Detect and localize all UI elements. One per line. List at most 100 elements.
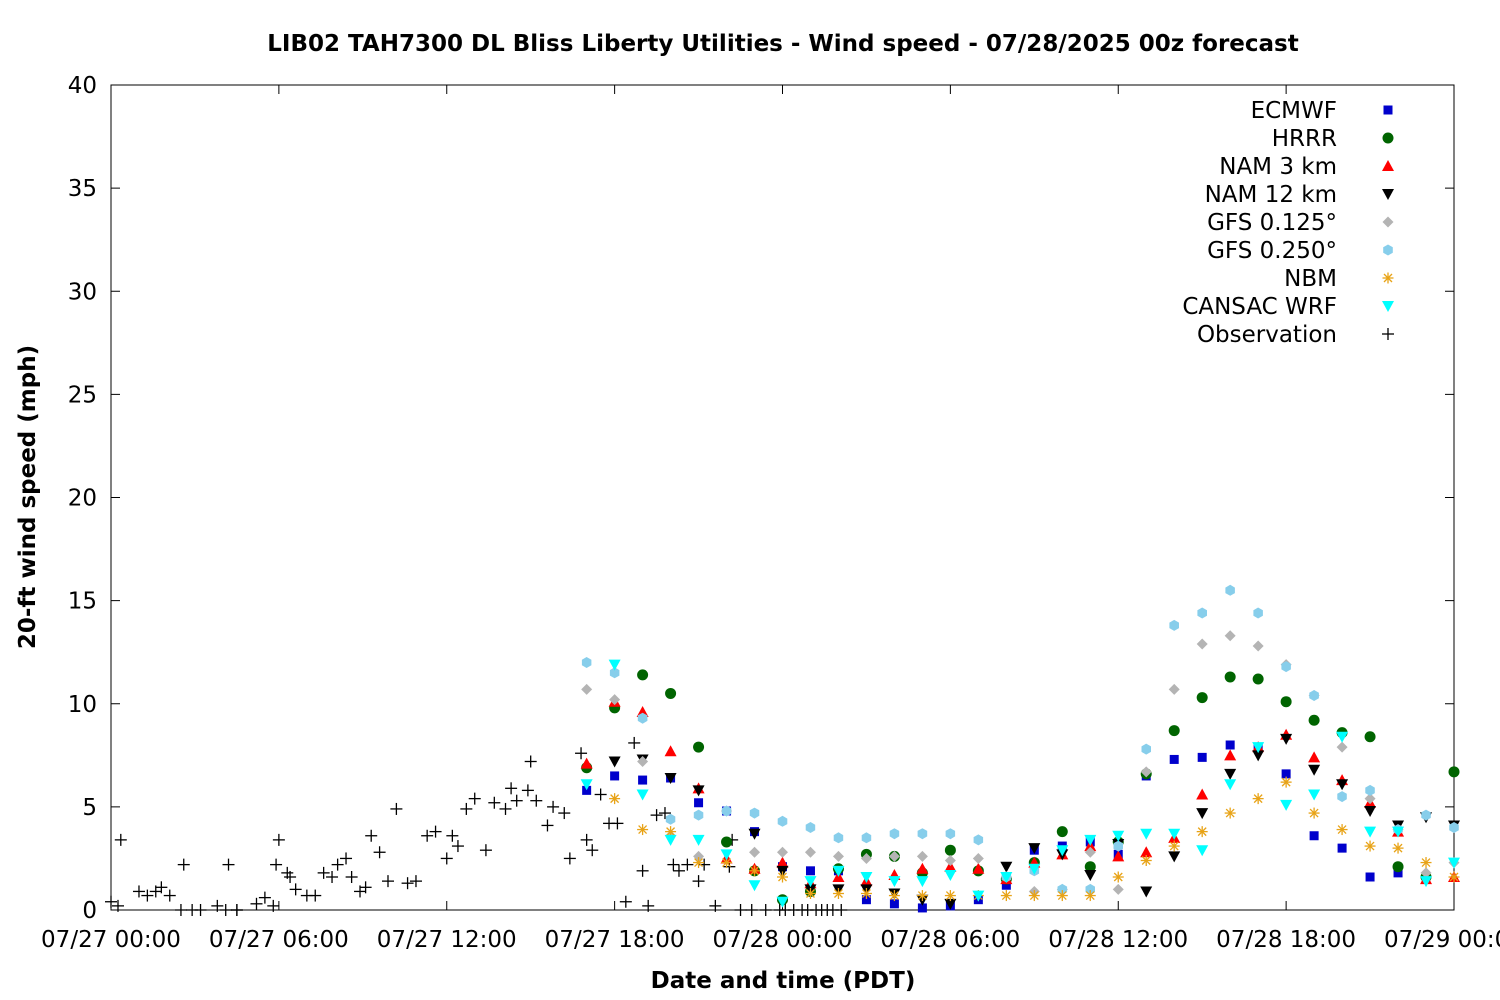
gfs-0-125-point [888, 850, 900, 862]
observation-point [446, 829, 459, 842]
observation-point [429, 825, 442, 838]
ecmwf-point [610, 771, 620, 781]
cansac-wrf-point [636, 789, 649, 801]
gfs-0-125-point [860, 852, 872, 864]
y-tick-label: 0 [82, 898, 97, 924]
chart-title: LIB02 TAH7300 DL Bliss Liberty Utilities… [267, 31, 1298, 57]
observation-point [611, 817, 624, 830]
observation-point [681, 858, 694, 871]
nam-3-km-point [580, 757, 593, 769]
nam-3-km-point [1196, 788, 1209, 800]
observation-point [510, 794, 523, 807]
gfs-0-125-point [1084, 846, 1096, 858]
cansac-wrf-point [1364, 826, 1377, 838]
series-cansac-wrf [580, 659, 1460, 908]
cansac-wrf-point [1084, 834, 1097, 846]
hrrr-point [721, 836, 733, 848]
hrrr-point [1168, 725, 1180, 737]
ecmwf-point [917, 903, 927, 913]
hrrr-point [1364, 731, 1376, 743]
y-tick-label: 30 [68, 279, 97, 305]
legend-marker [1382, 216, 1394, 228]
legend-label: HRRR [1272, 126, 1337, 152]
nam-3-km-point [664, 745, 677, 757]
observation-point [745, 904, 758, 916]
observation-point [759, 904, 772, 916]
gfs-0-250-point [1197, 607, 1207, 619]
x-tick-label: 07/27 18:00 [545, 927, 685, 953]
legend-label: NBM [1284, 266, 1337, 292]
gfs-0-125-point [804, 846, 816, 858]
gfs-0-250-point [1253, 607, 1263, 619]
legend-entry-cansac-wrf: CANSAC WRF [1182, 294, 1394, 320]
nbm-point [944, 890, 956, 902]
gfs-0-125-point [1168, 683, 1180, 695]
ecmwf-point [889, 899, 899, 909]
observation-point [524, 755, 537, 768]
nam-12-km-point [944, 898, 957, 910]
gfs-0-250-point [1057, 883, 1068, 895]
ecmwf-point [638, 775, 648, 785]
observation-point [488, 796, 501, 809]
cansac-wrf-point [832, 865, 845, 877]
cansac-wrf-point [888, 876, 901, 888]
nam-3-km-point [636, 706, 649, 717]
gfs-0-250-point [1449, 822, 1459, 833]
observation-point [521, 784, 534, 797]
gfs-0-250-point [917, 828, 928, 840]
observation-point [250, 897, 263, 910]
x-tick-label: 07/28 00:00 [713, 927, 853, 953]
legend-marker [1382, 160, 1394, 171]
hrrr-point [1448, 766, 1460, 778]
observation-point [270, 858, 283, 871]
observation-point [734, 904, 747, 916]
gfs-0-250-point [693, 809, 704, 821]
x-tick-label: 07/29 00:00 [1384, 927, 1500, 953]
nbm-point [804, 888, 816, 899]
observation-point [289, 883, 302, 896]
hrrr-point [1196, 692, 1208, 704]
legend-marker [1382, 189, 1394, 200]
observation-point [563, 852, 576, 865]
nbm-point [916, 890, 928, 902]
cansac-wrf-point [1420, 876, 1433, 888]
nbm-point [693, 857, 705, 869]
observation-point [345, 871, 358, 883]
gfs-0-125-point [944, 855, 956, 866]
observation-point [628, 736, 641, 749]
series-gfs-0-125 [581, 630, 1460, 897]
nbm-point [1196, 826, 1208, 838]
gfs-0-250-point [1281, 661, 1291, 673]
series-observation [105, 736, 848, 916]
gfs-0-250-point [1169, 619, 1179, 631]
cansac-wrf-point [776, 896, 789, 908]
nbm-point [637, 824, 649, 836]
gfs-0-250-point [665, 813, 676, 825]
nam-3-km-point [944, 860, 957, 872]
nam-3-km-point [776, 856, 789, 868]
nam-3-km-point [1308, 751, 1321, 763]
y-axis-label: 20-ft wind speed (mph) [15, 345, 41, 649]
hrrr-point [637, 669, 649, 681]
nbm-point [1280, 776, 1292, 788]
observation-point [163, 889, 176, 902]
legend-label: GFS 0.250° [1207, 238, 1337, 264]
gfs-0-125-point [637, 756, 649, 767]
nam-12-km-point [1280, 733, 1293, 745]
observation-point [636, 864, 649, 877]
observation-point [331, 858, 344, 871]
cansac-wrf-point [1028, 863, 1041, 875]
hrrr-point [1252, 673, 1264, 685]
gfs-0-125-point [972, 852, 984, 864]
y-tick-label: 10 [68, 692, 97, 718]
cansac-wrf-point [1336, 731, 1349, 743]
gfs-0-250-point [833, 832, 844, 844]
gfs-0-125-point [1196, 638, 1208, 650]
observation-point [326, 871, 339, 883]
observation-point [272, 833, 285, 846]
observation-point [365, 829, 378, 842]
nam-3-km-point [972, 862, 985, 874]
nam-3-km-point [1112, 850, 1125, 862]
observation-point [835, 904, 848, 916]
